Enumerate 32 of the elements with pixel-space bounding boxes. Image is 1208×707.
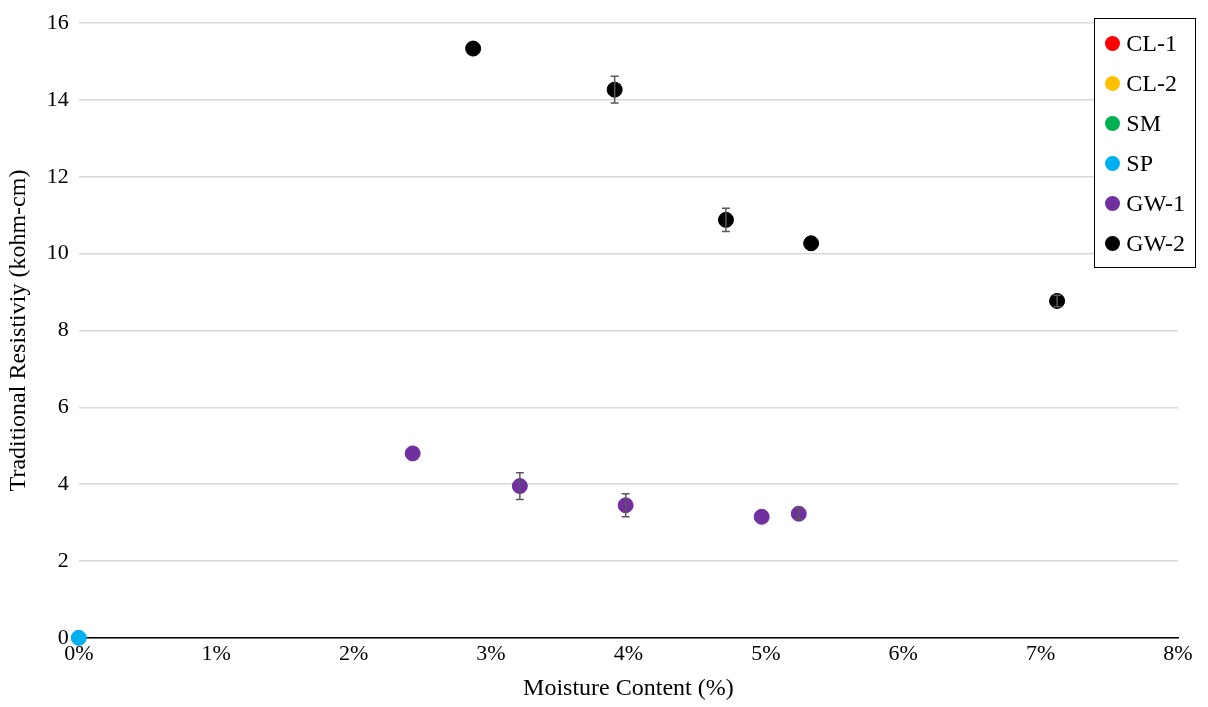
x-tick-label: 6% <box>888 639 918 665</box>
y-tick-label: 4 <box>57 469 69 495</box>
x-tick-label: 2% <box>338 639 369 665</box>
x-tick-label: 7% <box>1025 639 1056 665</box>
point <box>606 81 623 98</box>
point <box>790 505 807 522</box>
x-axis-title: Moisture Content (%) <box>523 673 734 700</box>
x-tick-label: 1% <box>201 639 231 665</box>
point <box>753 508 770 525</box>
legend-label: GW-1 <box>1126 189 1185 217</box>
legend-label: CL-1 <box>1126 29 1178 57</box>
point <box>803 235 820 252</box>
x-tick-label: 5% <box>751 639 781 665</box>
legend-label: GW-2 <box>1126 229 1185 257</box>
point <box>1049 292 1066 309</box>
x-tick-label: 4% <box>613 639 644 665</box>
y-tick-label: 12 <box>46 162 69 188</box>
y-tick-label: 10 <box>46 239 69 265</box>
y-tick-label: 16 <box>46 8 69 34</box>
legend-label: CL-2 <box>1126 69 1178 97</box>
point <box>404 445 421 462</box>
y-axis-title: Traditional Resistiviy (kohm-cm) <box>3 169 30 492</box>
y-tick-label: 8 <box>57 316 69 342</box>
point <box>617 497 634 514</box>
legend-label: SM <box>1126 109 1162 137</box>
legend-label: SP <box>1126 149 1154 177</box>
x-tick-label: 8% <box>1163 639 1193 665</box>
point <box>465 40 482 57</box>
y-tick-label: 14 <box>46 85 69 111</box>
y-tick-label: 6 <box>57 393 69 419</box>
x-tick-label: 3% <box>476 639 506 665</box>
y-tick-label: 2 <box>57 546 69 572</box>
